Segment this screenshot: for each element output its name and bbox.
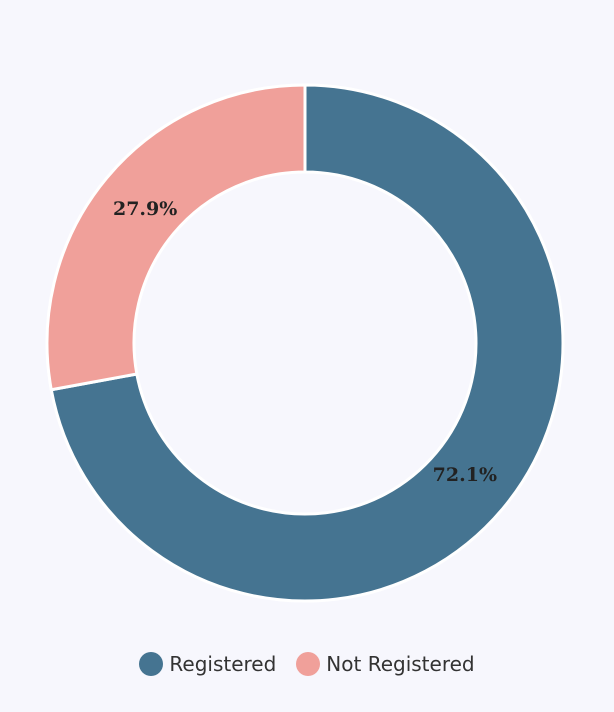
legend-swatch bbox=[296, 652, 321, 676]
chart: 72.1% 27.9% bbox=[45, 83, 565, 603]
legend-swatch bbox=[139, 652, 164, 676]
legend: Registered Not Registered bbox=[0, 648, 614, 680]
legend-item[interactable]: Not Registered bbox=[296, 652, 475, 676]
legend-label: Not Registered bbox=[326, 652, 475, 676]
legend-item[interactable]: Registered bbox=[139, 652, 276, 676]
value-label: 27.9% bbox=[113, 198, 177, 220]
donut-segment bbox=[49, 83, 565, 603]
value-label: 72.1% bbox=[433, 464, 497, 486]
legend-label: Registered bbox=[169, 652, 277, 676]
donut-segment bbox=[45, 83, 307, 392]
